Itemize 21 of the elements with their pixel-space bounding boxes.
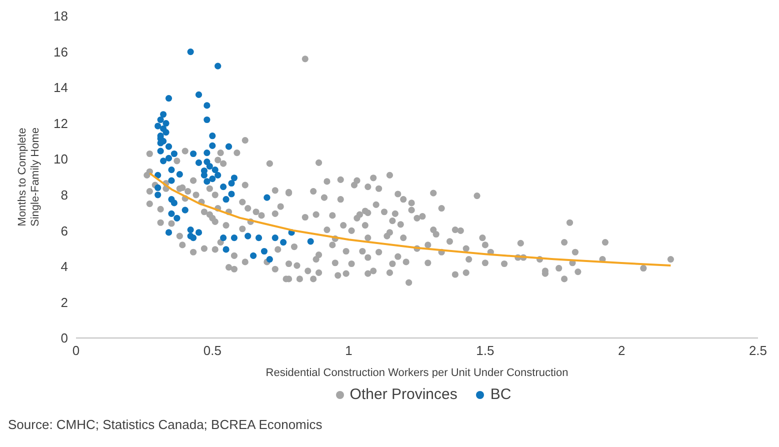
x-tick-label: 0 (72, 343, 80, 358)
y-axis-title: Months to Complete Single-Family Home (16, 127, 42, 227)
y-tick-label: 14 (54, 80, 68, 96)
x-tick-label: 2.5 (748, 343, 768, 358)
x-tick-label: 2 (618, 343, 626, 358)
y-tick-label: 4 (60, 259, 68, 274)
y-tick-label: 10 (54, 152, 68, 167)
x-tick-label: 1.5 (476, 343, 494, 358)
x-axis-title: Residential Construction Workers per Unit Under Construction (266, 367, 568, 379)
x-tick-label: 1 (345, 343, 352, 358)
source-note: Source: CMHC; Statistics Canada; BCREA Economics (8, 417, 324, 432)
y-tick-label: 12 (54, 116, 68, 131)
y-tick-label: 8 (60, 188, 68, 203)
y-tick-label: 6 (60, 223, 68, 238)
y-tick-label: 0 (60, 330, 68, 346)
y-tick-label: 16 (54, 44, 68, 60)
y-tick-label: 2 (60, 294, 68, 310)
y-tick-label: 18 (54, 8, 68, 24)
x-tick-label: 0.5 (203, 343, 222, 358)
legend-label: Other Provinces (350, 386, 458, 403)
legend-label: BC (490, 386, 512, 403)
